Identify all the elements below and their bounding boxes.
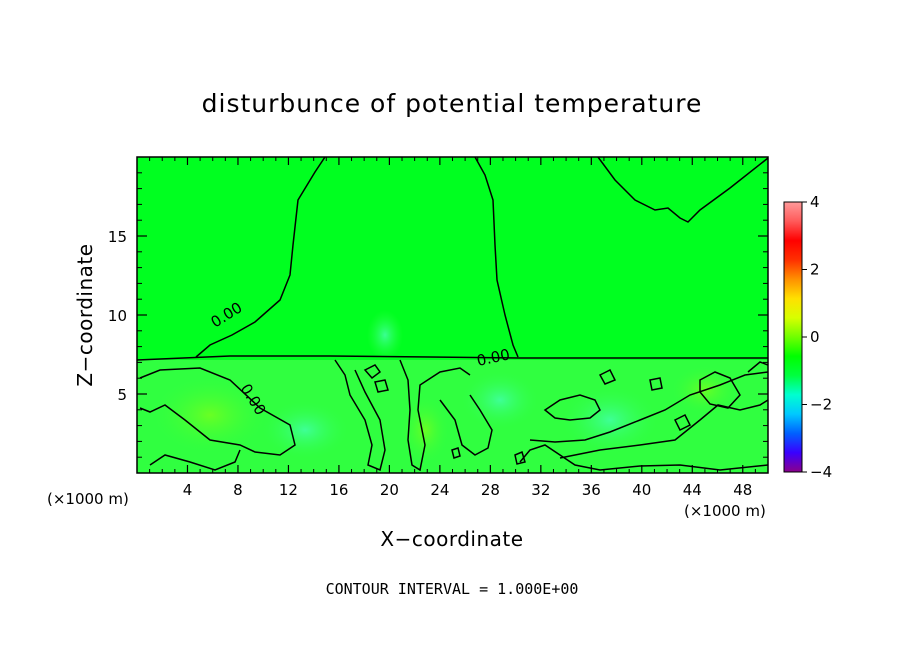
y-tick-label: 10 bbox=[108, 307, 127, 325]
contour-line bbox=[399, 359, 471, 472]
y-axis-label: Z−coordinate bbox=[73, 243, 97, 386]
shade-blob bbox=[460, 370, 540, 430]
colorbar-tick-label: 0 bbox=[810, 328, 820, 346]
x-tick-label: 32 bbox=[531, 481, 550, 499]
colorbar-tick-label: −4 bbox=[810, 463, 832, 481]
y-tick-label: 5 bbox=[117, 386, 127, 404]
x-tick-label: 20 bbox=[380, 481, 399, 499]
contour-line bbox=[374, 379, 389, 393]
contour-line bbox=[195, 157, 326, 358]
contour-line bbox=[474, 157, 519, 358]
contour-line bbox=[139, 367, 296, 456]
colorbar-tick-label: 4 bbox=[810, 193, 820, 211]
contour-line bbox=[597, 157, 768, 223]
x-tick-label: 12 bbox=[279, 481, 298, 499]
shade-blob bbox=[150, 375, 270, 455]
shade-blob bbox=[560, 385, 660, 455]
chart-title: disturbunce of potential temperature bbox=[202, 89, 703, 118]
contour-line bbox=[439, 394, 493, 456]
shade-blob bbox=[260, 400, 350, 460]
contour-line bbox=[699, 371, 741, 409]
contour-line bbox=[451, 447, 461, 459]
plot-field: 0.00 0.00 0.00 bbox=[137, 157, 768, 473]
contour-line bbox=[529, 371, 768, 443]
shade-blob bbox=[400, 395, 450, 465]
contour-interval-text: CONTOUR INTERVAL = 1.000E+00 bbox=[326, 580, 579, 598]
contour-line bbox=[363, 364, 382, 380]
colorbar-ticks: 4 2 0 −2 −4 bbox=[802, 193, 832, 481]
contour-line bbox=[673, 413, 692, 432]
x-tick-label: 48 bbox=[733, 481, 752, 499]
contour-line bbox=[514, 450, 526, 465]
contour-line bbox=[149, 449, 241, 471]
x-tick-label: 40 bbox=[632, 481, 651, 499]
x-axis: 4 8 12 16 20 24 28 32 36 40 44 48 bbox=[149, 157, 756, 499]
contour-lines bbox=[137, 157, 768, 472]
x-tick-label: 24 bbox=[430, 481, 449, 499]
colorbar-tick-label: −2 bbox=[810, 396, 832, 414]
shade-blob bbox=[367, 310, 403, 360]
colorbar: 4 2 0 −2 −4 bbox=[783, 193, 832, 481]
x-tick-label: 28 bbox=[481, 481, 500, 499]
x-tick-label: 36 bbox=[582, 481, 601, 499]
contour-line bbox=[519, 444, 768, 471]
contour-line bbox=[559, 399, 768, 459]
x-tick-label: 4 bbox=[183, 481, 193, 499]
contour-line bbox=[598, 368, 617, 385]
colorbar-tick-label: 2 bbox=[810, 261, 820, 279]
x-tick-label: 8 bbox=[233, 481, 243, 499]
y-tick-label: 15 bbox=[108, 228, 127, 246]
x-unit-label-right: (×1000 m) bbox=[684, 502, 766, 520]
x-unit-label-left: (×1000 m) bbox=[47, 490, 129, 508]
contour-line bbox=[137, 355, 768, 361]
x-tick-label: 16 bbox=[329, 481, 348, 499]
x-tick-label: 44 bbox=[683, 481, 702, 499]
contour-line bbox=[334, 359, 386, 472]
contour-line bbox=[649, 377, 663, 391]
colorbar-fill bbox=[784, 202, 802, 472]
contour-line bbox=[747, 361, 768, 373]
contour-line bbox=[543, 394, 601, 421]
x-axis-label: X−coordinate bbox=[380, 527, 523, 551]
y-axis: 5 10 15 bbox=[108, 172, 768, 458]
